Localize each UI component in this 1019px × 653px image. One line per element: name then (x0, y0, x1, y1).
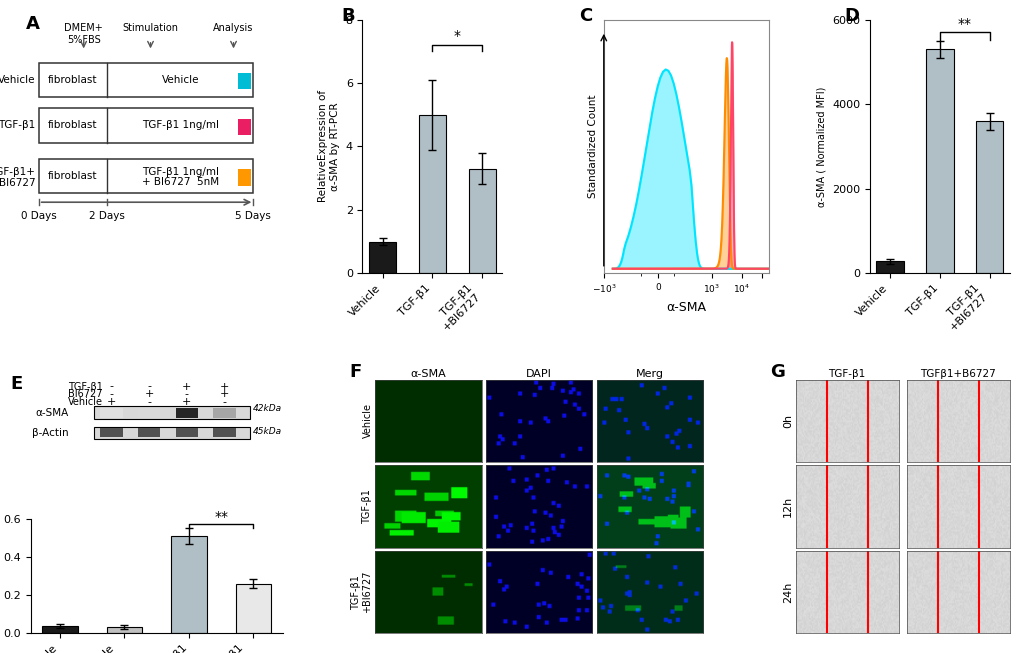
Text: B: B (341, 7, 355, 25)
Text: Stimulation: Stimulation (122, 24, 178, 33)
Bar (213, 428, 235, 437)
Text: +: + (220, 389, 229, 400)
Y-axis label: Standardized Count: Standardized Count (588, 95, 598, 198)
Title: α-SMA: α-SMA (411, 369, 446, 379)
Text: TGF-β1 1ng/ml: TGF-β1 1ng/ml (142, 167, 219, 177)
Bar (100, 408, 122, 418)
Y-axis label: 24h: 24h (782, 582, 792, 603)
Text: +: + (220, 381, 229, 392)
Y-axis label: RelativeExpression of
α-SMA by RT-PCR: RelativeExpression of α-SMA by RT-PCR (318, 90, 339, 202)
Bar (107, 627, 142, 633)
Bar (171, 536, 207, 633)
Text: +: + (182, 381, 192, 392)
Text: β-Actin: β-Actin (32, 428, 68, 438)
Bar (138, 428, 160, 437)
Y-axis label: 12h: 12h (782, 496, 792, 517)
Text: -: - (147, 381, 151, 392)
Text: **: ** (957, 17, 971, 31)
Text: 42kDa: 42kDa (252, 404, 281, 413)
Y-axis label: α-SMA ( Normalized MFI): α-SMA ( Normalized MFI) (815, 86, 825, 206)
Text: fibroblast: fibroblast (48, 121, 98, 131)
Bar (39, 159, 253, 193)
Text: +: + (182, 398, 192, 407)
Bar (975, 121, 1003, 273)
Text: TGF-β1: TGF-β1 (0, 121, 36, 131)
X-axis label: α-SMA: α-SMA (665, 301, 705, 314)
Text: 45kDa: 45kDa (252, 427, 281, 436)
Text: 0 Days: 0 Days (20, 211, 56, 221)
Text: +: + (106, 398, 116, 407)
Text: A: A (25, 14, 40, 33)
Text: 5 Days: 5 Days (235, 211, 271, 221)
Y-axis label: 0h: 0h (782, 414, 792, 428)
Text: -: - (109, 389, 113, 400)
Text: -: - (222, 398, 226, 407)
Bar (419, 115, 445, 273)
Bar (100, 428, 122, 437)
Bar (94, 406, 250, 419)
Title: TGFβ1+B6727: TGFβ1+B6727 (919, 369, 996, 379)
Bar (237, 73, 251, 89)
Bar (94, 426, 250, 439)
Text: **: ** (214, 510, 228, 524)
Bar (875, 261, 903, 273)
Text: 2 Days: 2 Days (89, 211, 124, 221)
Text: fibroblast: fibroblast (48, 75, 98, 85)
Text: G: G (769, 364, 785, 381)
Y-axis label: Vehicle: Vehicle (362, 404, 372, 438)
Text: BI6727: BI6727 (68, 389, 103, 400)
Bar (175, 408, 198, 418)
Bar (369, 242, 396, 273)
Text: α-SMA: α-SMA (35, 408, 68, 418)
Bar (175, 428, 198, 437)
Y-axis label: TGF-β1: TGF-β1 (362, 489, 372, 524)
Text: + BI6727  5nM: + BI6727 5nM (142, 177, 219, 187)
Y-axis label: TGF-β1
+BI6727: TGF-β1 +BI6727 (351, 571, 372, 613)
Text: -: - (184, 389, 189, 400)
Title: DAPI: DAPI (526, 369, 551, 379)
Bar (237, 169, 251, 185)
Title: TGF-β1: TGF-β1 (827, 369, 865, 379)
Text: Analysis: Analysis (213, 24, 254, 33)
Text: *: * (453, 29, 461, 43)
Text: -: - (109, 381, 113, 392)
Text: TGF-β1 1ng/ml: TGF-β1 1ng/ml (142, 121, 219, 131)
Bar (138, 408, 160, 418)
Text: Vehicle: Vehicle (0, 75, 36, 85)
Bar (237, 118, 251, 135)
Bar (235, 584, 271, 633)
Text: D: D (844, 7, 859, 25)
Text: E: E (10, 375, 22, 393)
Bar (42, 626, 77, 633)
Bar (39, 63, 253, 97)
Bar (39, 108, 253, 142)
Text: -: - (147, 398, 151, 407)
Text: fibroblast: fibroblast (48, 171, 98, 182)
Text: BI6727: BI6727 (0, 178, 36, 187)
Text: Vehicle: Vehicle (68, 398, 103, 407)
Text: DMEM+
5%FBS: DMEM+ 5%FBS (64, 24, 103, 45)
Text: C: C (579, 7, 592, 25)
Title: Merg: Merg (635, 369, 663, 379)
Bar (925, 49, 953, 273)
Text: TGF-β1: TGF-β1 (68, 381, 103, 392)
Text: TGF-β1+: TGF-β1+ (0, 167, 36, 178)
Text: +: + (145, 389, 154, 400)
Bar (213, 408, 235, 418)
Bar (468, 168, 495, 273)
Text: Vehicle: Vehicle (162, 75, 199, 85)
Text: F: F (350, 364, 362, 381)
